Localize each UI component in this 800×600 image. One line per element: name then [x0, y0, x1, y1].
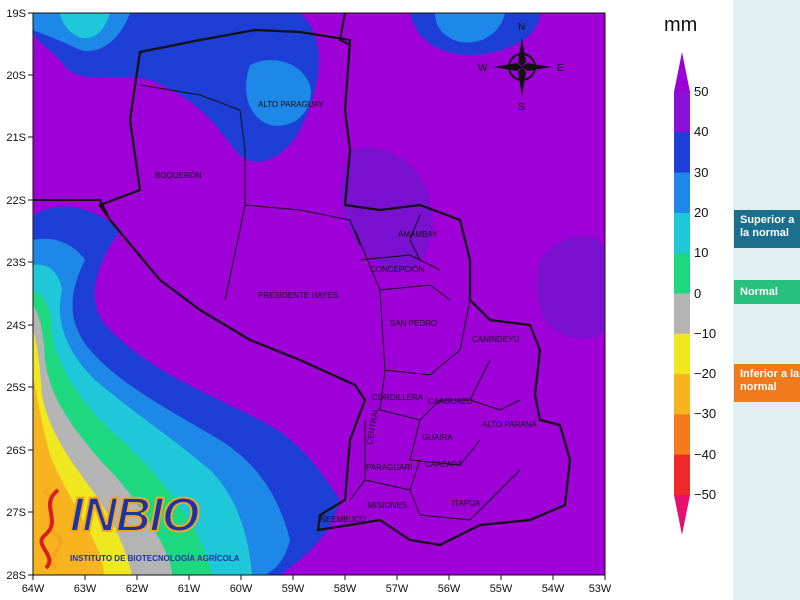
- legend-swatch: [674, 454, 690, 496]
- lon-label: 61W: [178, 583, 201, 595]
- country-borders: [33, 13, 572, 547]
- dept-alto-paraguay: ALTO PARAGUAY: [258, 100, 324, 109]
- compass-e: E: [557, 63, 564, 74]
- legend-unit: mm: [664, 14, 698, 36]
- badge-normal: Normal: [734, 280, 800, 304]
- legend-tick-label: −40: [694, 446, 717, 462]
- legend-swatch: [674, 293, 690, 335]
- dept-canindeyu: CANINDEYU: [472, 335, 519, 344]
- badge-above-normal: Superior a la normal: [734, 210, 800, 248]
- lon-label: 60W: [230, 583, 253, 595]
- legend-swatch: [674, 92, 690, 133]
- lon-label: 64W: [22, 583, 45, 595]
- badge-below-normal: Inferior a la normal: [734, 364, 800, 402]
- legend-tick-label: −50: [694, 487, 717, 502]
- legend-tick-label: 0: [694, 285, 702, 301]
- longitude-axis: 64W 63W 62W 61W 60W 59W 58W 57W 56W 55W …: [22, 575, 612, 595]
- legend-top-arrow: [674, 52, 690, 92]
- legend-tick-label: −30: [694, 406, 717, 422]
- legend-tick-label: 20: [694, 204, 709, 220]
- inbio-logo: INBIO INSTITUTO DE BIOTECNOLOGÍA AGRÍCOL…: [34, 486, 244, 570]
- compass-rose-icon: N S E W: [478, 22, 564, 113]
- logo-subtitle: INSTITUTO DE BIOTECNOLOGÍA AGRÍCOLA: [70, 554, 240, 563]
- legend-bottom-arrow: [674, 495, 690, 535]
- lat-label: 25S: [6, 382, 26, 394]
- legend-swatch: [674, 172, 690, 214]
- compass-s: S: [518, 102, 525, 113]
- lon-label: 53W: [589, 583, 612, 595]
- dept-guaira: GUAIRA: [422, 433, 453, 442]
- dept-amambay: AMAMBAY: [398, 230, 438, 239]
- dept-presidente-hayes: PRESIDENTE HAYES: [258, 291, 338, 300]
- dept-boqueron: BOQUERÓN: [155, 171, 202, 180]
- lon-label: 57W: [386, 583, 409, 595]
- lat-label: 20S: [6, 70, 26, 82]
- dept-concepcion: CONCEPCIÓN: [370, 265, 424, 274]
- lon-label: 62W: [126, 583, 149, 595]
- legend-tick-label: 50: [694, 84, 709, 99]
- dept-cordillera: CORDILLERA: [372, 393, 424, 402]
- lat-label: 23S: [6, 257, 26, 269]
- dept-san-pedro: SAN PEDRO: [390, 319, 437, 328]
- logo-text: INBIO: [69, 488, 200, 543]
- lat-label: 28S: [6, 570, 26, 582]
- lon-label: 56W: [438, 583, 461, 595]
- dept-neembucu: ÑEEMBUCÚ: [320, 515, 366, 524]
- lat-label: 19S: [6, 8, 26, 20]
- dept-caaguazu: CAAGUAZÚ: [428, 397, 473, 406]
- lat-label: 27S: [6, 507, 26, 519]
- legend-swatch: [674, 414, 690, 456]
- legend-swatch: [674, 132, 690, 174]
- lon-label: 63W: [74, 583, 97, 595]
- lat-label: 21S: [6, 132, 26, 144]
- legend-swatch: [674, 333, 690, 375]
- plot-frame: [32, 12, 606, 576]
- lon-label: 54W: [542, 583, 565, 595]
- lat-label: 26S: [6, 445, 26, 457]
- legend-tick-label: 40: [694, 124, 709, 140]
- lon-label: 59W: [282, 583, 305, 595]
- latitude-axis: 19S 20S 21S 22S 23S 24S 25S 26S 27S 28S: [6, 8, 33, 582]
- dept-misiones: MISIONES: [368, 501, 407, 510]
- compass-w: W: [478, 63, 488, 74]
- legend-swatch: [674, 253, 690, 294]
- legend-tick-label: −10: [694, 325, 717, 341]
- lon-label: 58W: [334, 583, 357, 595]
- department-labels: ALTO PARAGUAY BOQUERÓN PRESIDENTE HAYES …: [155, 100, 537, 524]
- lat-label: 22S: [6, 195, 26, 207]
- dept-alto-parana: ALTO PARANÁ: [482, 420, 537, 429]
- legend-tick-label: −20: [694, 366, 717, 382]
- lat-label: 24S: [6, 320, 26, 332]
- legend-swatch: [674, 212, 690, 254]
- dept-itapua: ITAPÚA: [452, 499, 481, 508]
- lon-label: 55W: [490, 583, 513, 595]
- dna-helix-icon: [39, 488, 63, 570]
- dept-caazapa: CAAZAPÁ: [425, 460, 463, 469]
- legend-tick-label: 10: [694, 245, 709, 261]
- compass-n: N: [518, 22, 525, 33]
- dept-paraguari: PARAGUARÍ: [366, 463, 413, 472]
- legend-tick-label: 30: [694, 164, 709, 180]
- legend-swatch: [674, 374, 690, 415]
- legend-colorbar: [674, 52, 690, 535]
